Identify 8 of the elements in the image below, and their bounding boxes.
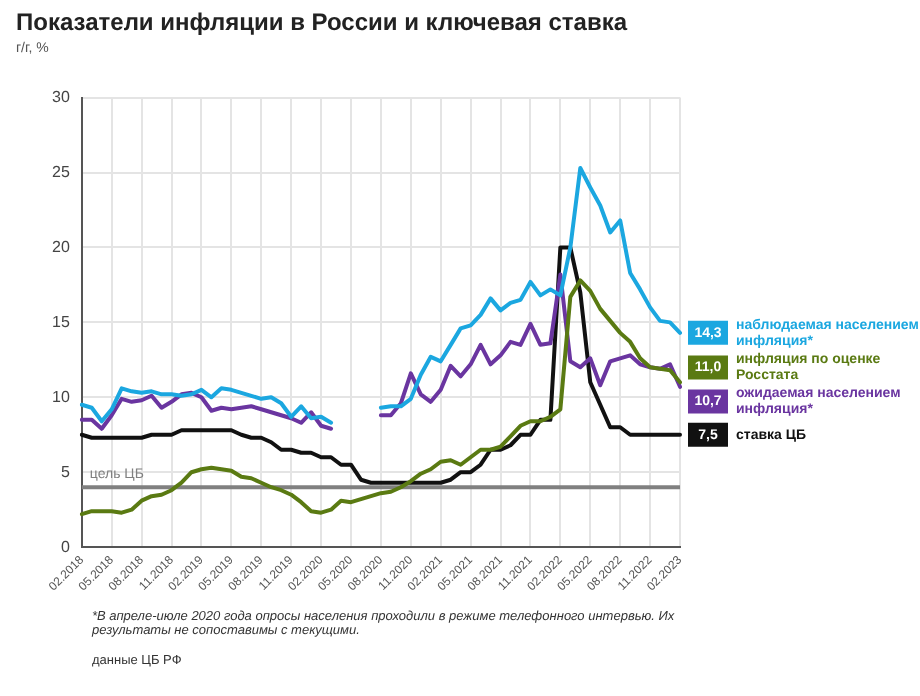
y-tick-label: 20: [51, 237, 71, 256]
y-tick-label: 10: [51, 387, 71, 406]
chart-title: Показатели инфляции в России и ключевая ставка: [16, 8, 628, 36]
y-tick-label: 30: [51, 88, 71, 107]
y-tick-label: 5: [60, 462, 71, 481]
y-tick-label: 0: [60, 537, 71, 556]
y-tick-label: 15: [51, 312, 71, 331]
y-tick-label: 25: [51, 162, 71, 181]
